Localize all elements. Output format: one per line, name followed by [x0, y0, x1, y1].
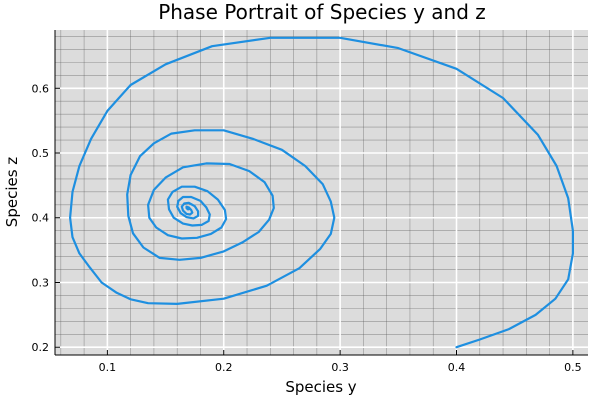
y-tick-label: 0.3 [32, 276, 50, 289]
plot-area [55, 30, 588, 355]
x-tick-label: 0.3 [331, 361, 349, 374]
chart-title: Phase Portrait of Species y and z [158, 0, 486, 24]
x-tick-label: 0.1 [99, 361, 117, 374]
y-tick-label: 0.5 [32, 147, 50, 160]
x-axis-label: Species y [285, 378, 356, 396]
y-tick-label: 0.6 [32, 82, 50, 95]
axes-frame [54, 30, 588, 356]
y-axis-label: Species z [3, 157, 21, 227]
series-line-trajectory [69, 36, 574, 349]
y-tick-label: 0.4 [32, 212, 50, 225]
x-tick-label: 0.5 [564, 361, 582, 374]
x-tick-labels: 0.1 0.2 0.3 0.4 0.5 [99, 361, 582, 374]
y-tick-labels: 0.2 0.3 0.4 0.5 0.6 [32, 82, 50, 354]
y-tick-label: 0.2 [32, 341, 50, 354]
x-tick-label: 0.4 [448, 361, 466, 374]
x-tick-label: 0.2 [215, 361, 233, 374]
